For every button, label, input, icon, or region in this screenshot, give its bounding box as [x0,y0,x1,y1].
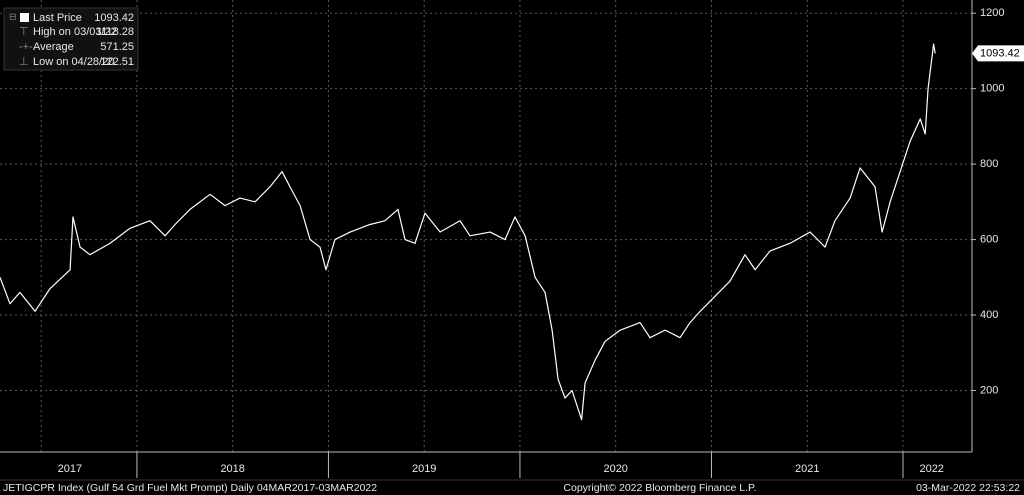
y-tick-label: 600 [980,233,998,245]
legend-icon: -+- [19,41,33,53]
footer-center: Copyright© 2022 Bloomberg Finance L.P. [563,482,756,494]
legend-value: 1118.28 [96,26,134,38]
plot [0,43,936,421]
grid [0,0,972,452]
x-tick-label: 2022 [919,463,943,475]
legend: ⊟ ⊤ -+- ⊥ Last Price 1093.42 High on 03/… [3,7,139,71]
footer-left: JETIGCPR Index (Gulf 54 Grd Fuel Mkt Pro… [3,482,377,494]
x-tick-label: 2019 [412,463,436,475]
legend-label: High on 03/03/22 [33,26,117,38]
y-tick-label: 800 [980,158,998,170]
legend-icon: ⊥ [19,56,29,68]
legend-label: Last Price [33,12,82,24]
last-price-label: 1093.42 [980,47,1020,59]
legend-label: Average [33,41,74,53]
price-line [0,43,936,421]
last-price-tag [972,45,1024,62]
x-tick-label: 2017 [58,463,82,475]
x-tick-label: 2021 [795,463,819,475]
legend-value: 122.51 [100,56,134,68]
legend-value: 571.25 [100,41,134,53]
legend-value: 1093.42 [94,12,134,24]
y-tick-label: 400 [980,309,998,321]
legend-icon: ⊤ [19,26,29,38]
legend-label: Low on 04/28/20 [33,56,114,68]
x-tick-label: 2018 [220,463,244,475]
y-tick-label: 1000 [980,83,1004,95]
y-tick-label: 200 [980,384,998,396]
legend-icon: ⊟ [9,11,17,21]
axes: 200 400 600 800 1000 1200 2017 2018 2019 2020 2021… [58,7,1024,478]
legend-swatch [20,13,29,22]
x-tick-label: 2020 [603,463,627,475]
footer-right: 03-Mar-2022 22:53:22 [916,482,1020,494]
y-tick-label: 1200 [980,7,1004,19]
